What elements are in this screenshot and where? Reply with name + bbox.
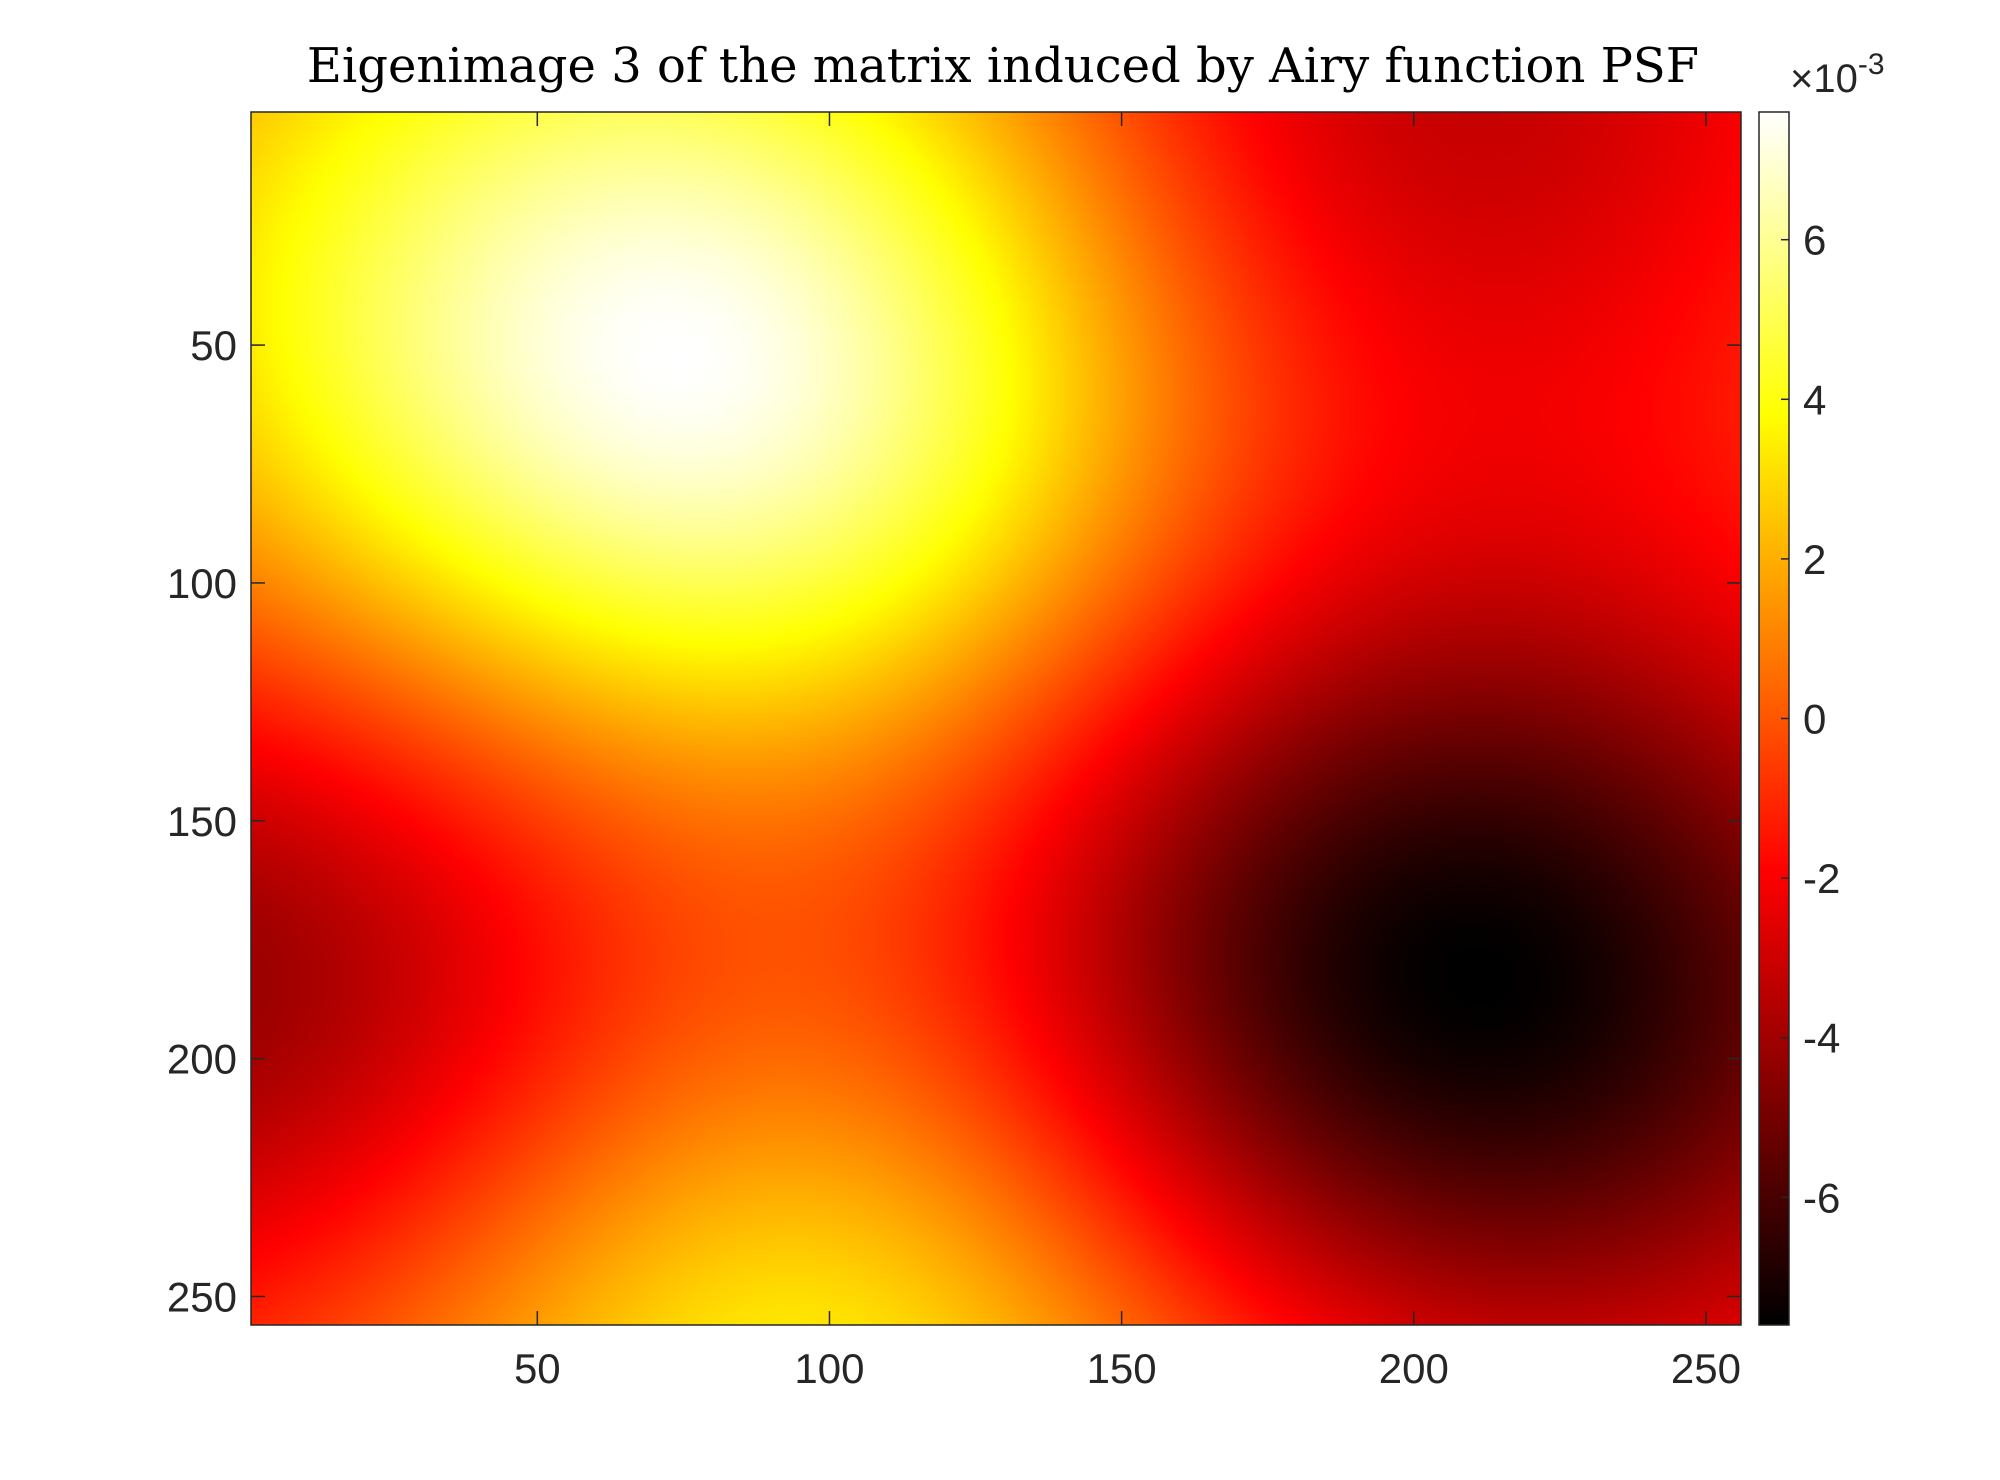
colorbar-tick-label: -2 [1803, 855, 1840, 902]
plot-frame [250, 111, 1742, 1326]
x-tick-label: 50 [514, 1345, 561, 1392]
x-tick-label: 200 [1379, 1345, 1449, 1392]
colorbar-tick-label: 4 [1803, 376, 1826, 423]
y-tick-label: 50 [190, 322, 237, 369]
colorbar-exponent-power: -3 [1858, 48, 1885, 81]
y-tick-label: 150 [167, 798, 237, 845]
plot-area: 50 100 150 200 250 50 100 150 200 250 [167, 111, 1742, 1392]
colorbar-tick-label: 2 [1803, 536, 1826, 583]
colorbar-tick-label: -6 [1803, 1174, 1840, 1221]
x-tick-label: 250 [1671, 1345, 1741, 1392]
colorbar-exponent: ×10-3 [1790, 48, 1885, 101]
colorbar: -6 -4 -2 0 2 4 6 ×10-3 [1758, 48, 1885, 1326]
heatmap-image [251, 112, 1741, 1325]
chart-title: Eigenimage 3 of the matrix induced by Ai… [307, 38, 1699, 94]
y-tick-label: 250 [167, 1273, 237, 1320]
y-tick-label: 100 [167, 560, 237, 607]
colorbar-tick-label: -4 [1803, 1015, 1840, 1062]
colorbar-tick-label: 6 [1803, 217, 1826, 264]
x-tick-label: 150 [1087, 1345, 1157, 1392]
colorbar-exponent-prefix: ×10 [1790, 57, 1858, 101]
colorbar-ticks: -6 -4 -2 0 2 4 6 [1781, 217, 1840, 1221]
x-tick-label: 100 [794, 1345, 864, 1392]
colorbar-tick-label: 0 [1803, 696, 1826, 743]
y-tick-label: 200 [167, 1036, 237, 1083]
y-axis: 50 100 150 200 250 [167, 322, 1741, 1320]
x-axis: 50 100 150 200 250 [514, 112, 1741, 1392]
